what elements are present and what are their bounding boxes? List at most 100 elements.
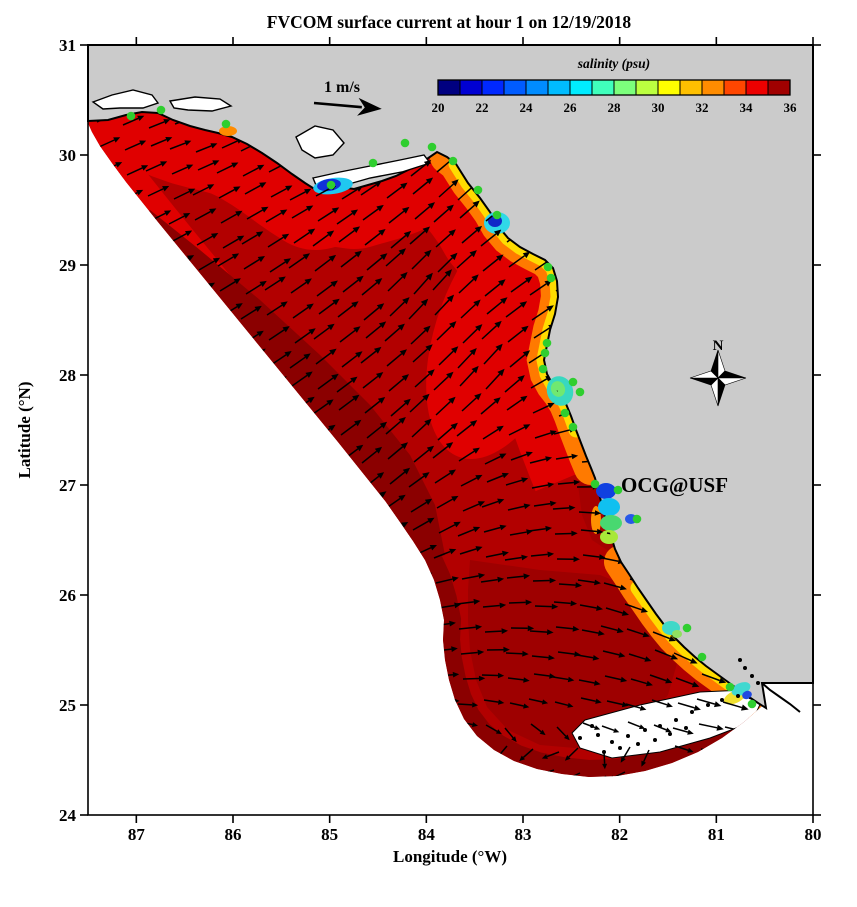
current-arrow-head	[569, 505, 576, 511]
current-arrow	[437, 422, 458, 441]
current-arrow	[653, 724, 672, 733]
colorbar-tick-label: 22	[476, 100, 489, 115]
current-arrow-head	[573, 479, 581, 486]
current-arrow-shaft	[267, 747, 283, 752]
current-arrow-shaft	[389, 301, 405, 317]
current-arrow	[532, 402, 555, 414]
current-arrow	[389, 297, 410, 317]
current-arrow	[172, 764, 194, 772]
current-arrow-head	[374, 518, 383, 525]
current-arrow	[243, 424, 265, 438]
current-arrow-shaft	[523, 773, 536, 777]
current-arrow	[192, 350, 214, 364]
current-arrow-head	[259, 449, 267, 456]
keys-island-speckle	[636, 742, 640, 746]
current-arrow	[433, 794, 451, 800]
keys-island-speckle	[668, 732, 672, 736]
current-arrow-shaft	[242, 503, 259, 513]
current-arrow	[197, 325, 219, 339]
current-arrow-shaft	[245, 283, 262, 295]
current-arrow-shaft	[149, 796, 164, 800]
current-arrow-shaft	[750, 798, 766, 801]
current-arrow-head	[525, 276, 533, 284]
current-arrow-head	[163, 377, 171, 384]
current-arrow-shaft	[483, 348, 499, 365]
current-arrow	[579, 604, 603, 611]
current-arrow-shaft	[97, 550, 114, 559]
current-arrow-head	[185, 329, 193, 336]
current-arrow-shaft	[268, 329, 285, 341]
current-arrow-head	[449, 620, 456, 627]
current-arrow-shaft	[410, 329, 426, 345]
current-arrow-shaft	[528, 698, 543, 703]
current-arrow-shaft	[245, 452, 262, 463]
current-arrow	[148, 453, 171, 465]
current-arrow	[96, 278, 119, 291]
current-arrow-shaft	[533, 327, 551, 339]
current-arrow-head	[186, 164, 194, 170]
current-arrow-head	[497, 498, 505, 505]
current-arrow-head	[380, 668, 388, 675]
current-arrow-head	[495, 729, 502, 735]
current-arrow	[242, 164, 265, 177]
keys-island-speckle	[653, 738, 657, 742]
current-arrow-head	[164, 718, 171, 724]
current-arrow	[288, 767, 310, 773]
current-arrow	[387, 272, 408, 292]
current-arrow-head	[522, 650, 529, 657]
current-arrow-shaft	[124, 142, 141, 151]
current-arrow-head	[472, 722, 478, 727]
current-arrow-shaft	[264, 448, 281, 459]
current-arrow-shaft	[385, 252, 402, 267]
current-arrow-head	[501, 472, 509, 479]
current-arrow-head	[376, 204, 384, 212]
current-arrow	[408, 650, 432, 656]
current-arrow-shaft	[100, 164, 117, 173]
current-arrow-shaft	[170, 741, 187, 747]
current-arrow-shaft	[486, 301, 503, 315]
current-arrow-shaft	[291, 208, 308, 219]
current-arrow-head	[352, 226, 360, 233]
current-arrow	[414, 202, 435, 220]
current-arrow-head	[450, 422, 458, 430]
current-arrow-shaft	[485, 552, 503, 558]
current-arrow-head	[742, 728, 751, 735]
current-arrow	[339, 326, 361, 343]
current-arrow-head	[207, 282, 215, 289]
estuary-salinity-patch	[600, 530, 618, 544]
current-arrow-shaft	[361, 450, 378, 464]
current-arrow	[198, 426, 220, 439]
current-arrow-shaft	[144, 575, 161, 583]
current-arrow-shaft	[456, 601, 474, 605]
current-arrow-shaft	[217, 256, 234, 267]
current-arrow	[649, 674, 673, 684]
current-arrow	[600, 625, 624, 634]
current-arrow	[390, 575, 414, 585]
current-arrow	[197, 495, 220, 507]
current-arrow-head	[231, 162, 239, 168]
current-arrow-head	[230, 498, 239, 504]
current-arrow-shaft	[556, 726, 567, 737]
current-arrow	[173, 188, 196, 200]
current-arrow-head	[308, 569, 316, 576]
current-arrow-shaft	[317, 549, 334, 558]
current-arrow	[246, 545, 269, 556]
scale-arrow-shaft	[313, 101, 362, 109]
y-tick-label: 29	[59, 256, 76, 275]
current-arrow	[270, 694, 292, 702]
current-arrow	[750, 798, 772, 804]
scale-arrow	[313, 97, 382, 116]
current-arrow-head	[259, 280, 267, 287]
current-arrow-shaft	[530, 553, 548, 557]
current-arrow	[220, 378, 242, 392]
current-arrow-head	[329, 598, 337, 605]
current-arrow-head	[425, 344, 433, 352]
current-arrow-shaft	[362, 547, 379, 557]
current-arrow-shaft	[462, 328, 478, 344]
current-arrow	[481, 320, 502, 340]
current-arrow-head	[351, 301, 359, 308]
current-arrow	[361, 278, 383, 296]
current-arrow-head	[332, 546, 340, 553]
current-arrow-head	[766, 798, 773, 804]
current-arrow-shaft	[619, 797, 627, 807]
